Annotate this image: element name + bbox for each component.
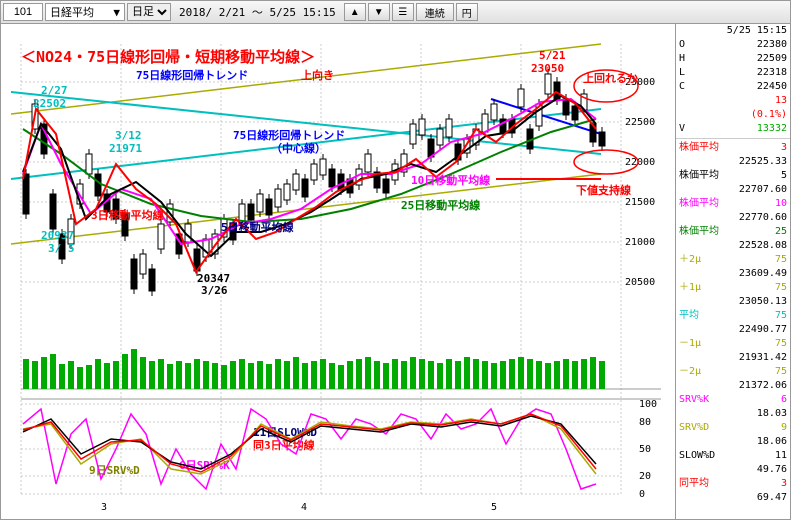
side-panel: 5/25 15:15 O22380H22509L22318C22450 13(0…: [675, 24, 790, 519]
annotation: 3/ 5: [48, 242, 75, 255]
indicator-row: SLOW%D11: [676, 449, 790, 463]
osc-axis-label: 100: [639, 399, 657, 410]
side-datetime: 5/25 15:15: [676, 24, 790, 38]
indicator-row: 平均75: [676, 309, 790, 323]
indicator-row: SRV%D9: [676, 421, 790, 435]
x-axis-label: 3: [101, 502, 107, 513]
y-axis-label: 22000: [625, 157, 655, 168]
indicator-val: 23609.49: [676, 267, 790, 281]
annotation: （中心線）: [271, 141, 326, 155]
indicator-val: 18.06: [676, 435, 790, 449]
chart-area[interactable]: 230002250022000215002100020500＜NO24・75日線…: [1, 24, 675, 519]
change-row: 13: [676, 94, 790, 108]
up-button[interactable]: ▲: [344, 3, 366, 21]
code-input[interactable]: [3, 3, 43, 21]
ohlc-row: H22509: [676, 52, 790, 66]
yen-button[interactable]: 円: [456, 3, 478, 21]
osc-axis-label: 80: [639, 417, 651, 428]
annotation: 21971: [109, 142, 142, 155]
annotation: 5/21: [539, 49, 566, 62]
side-volume: V13332: [676, 122, 790, 136]
indicator-val: 18.03: [676, 407, 790, 421]
period-select[interactable]: 日足: [127, 3, 171, 21]
indicator-row: －1μ75: [676, 337, 790, 351]
annotation: 25日移動平均線: [401, 198, 480, 212]
annotation: 3/26: [201, 284, 228, 297]
indicator-val: 21931.42: [676, 351, 790, 365]
list-button[interactable]: ☰: [392, 3, 414, 21]
indicator-val: 22490.77: [676, 323, 790, 337]
annotation: 75日線形回帰トレンド: [233, 128, 345, 142]
ohlc-row: C22450: [676, 80, 790, 94]
annotation: 2/27: [41, 84, 68, 97]
indicator-row: －2μ75: [676, 365, 790, 379]
date-range: 2018/ 2/21 ～ 5/25 15:15: [173, 4, 342, 20]
indicator-row: 株価平均3: [676, 141, 790, 155]
y-axis-label: 21000: [625, 237, 655, 248]
ohlc-row: L22318: [676, 66, 790, 80]
x-axis-label: 5: [491, 502, 497, 513]
annotation: 22502: [33, 97, 66, 110]
down-button[interactable]: ▼: [368, 3, 390, 21]
osc-axis-label: 50: [639, 444, 651, 455]
indicator-row: 株価平均25: [676, 225, 790, 239]
instrument-name[interactable]: 日経平均▼: [45, 3, 125, 21]
toolbar: 日経平均▼ 日足 2018/ 2/21 ～ 5/25 15:15 ▲ ▼ ☰ 連…: [1, 1, 790, 24]
annotation: 10日移動平均線: [411, 173, 490, 187]
annotation: 3/12: [115, 129, 142, 142]
annotation: 上回れるか: [583, 71, 638, 85]
annotation: 20937: [41, 229, 74, 242]
indicator-row: 株価平均10: [676, 197, 790, 211]
osc-axis-label: 0: [639, 489, 645, 500]
annotation: 上向き: [301, 68, 334, 82]
indicator-val: 49.76: [676, 463, 790, 477]
annotation: 5日移動平均線: [221, 220, 294, 234]
indicator-row: ＋1μ75: [676, 281, 790, 295]
continuous-button[interactable]: 連続: [416, 3, 454, 21]
indicator-val: 22525.33: [676, 155, 790, 169]
annotation: 下値支持線: [576, 183, 631, 197]
indicator-val: 22707.60: [676, 183, 790, 197]
annotation: 9日SRV%D: [89, 464, 140, 477]
annotation: 3日移動平均線: [91, 208, 164, 222]
indicator-row: ＋2μ75: [676, 253, 790, 267]
y-axis-label: 20500: [625, 277, 655, 288]
y-axis-label: 22500: [625, 117, 655, 128]
ohlc-row: O22380: [676, 38, 790, 52]
indicator-row: SRV%K6: [676, 393, 790, 407]
indicator-val: 22770.60: [676, 211, 790, 225]
indicator-val: 21372.06: [676, 379, 790, 393]
osc-axis-label: 20: [639, 471, 651, 482]
x-axis-label: 4: [301, 502, 307, 513]
indicator-row: 株価平均5: [676, 169, 790, 183]
indicator-val: 69.47: [676, 491, 790, 505]
indicator-val: 23050.13: [676, 295, 790, 309]
indicator-val: 22528.08: [676, 239, 790, 253]
annotation: 23050: [531, 62, 564, 75]
annotation: 75日線形回帰トレンド: [136, 68, 248, 82]
y-axis-label: 21500: [625, 197, 655, 208]
change-row: (0.1%): [676, 108, 790, 122]
indicator-row: 同平均3: [676, 477, 790, 491]
chart-title: ＜NO24・75日線形回帰・短期移動平均線＞: [21, 48, 315, 66]
